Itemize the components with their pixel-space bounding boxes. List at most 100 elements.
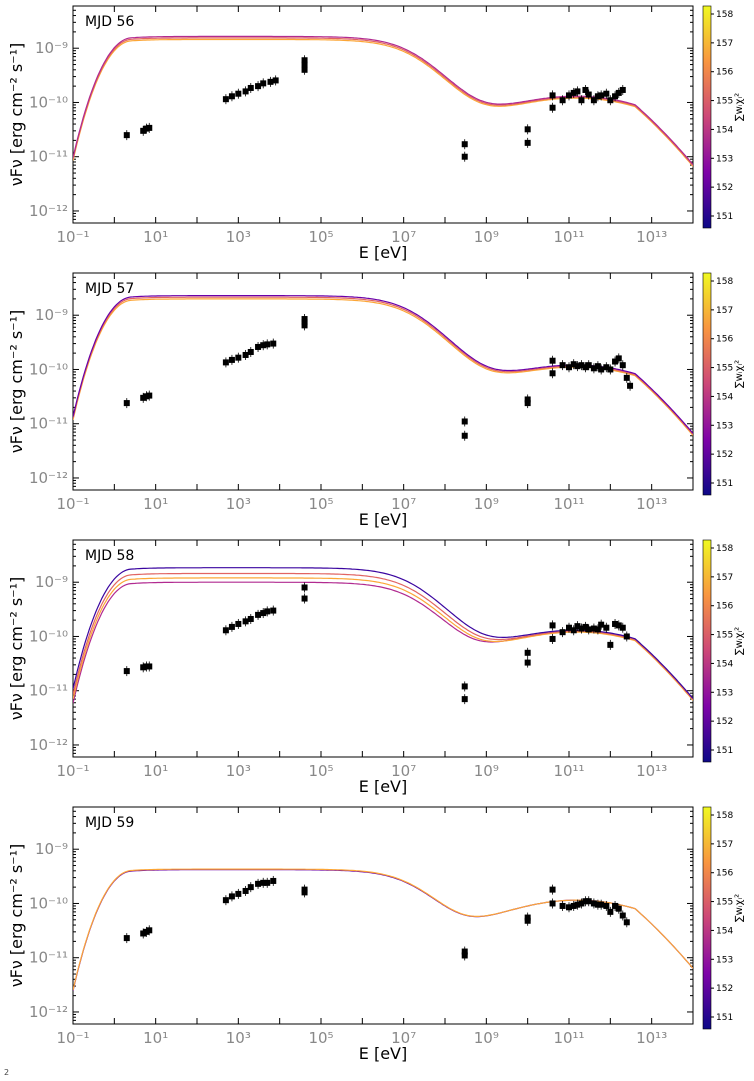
data-point: [247, 884, 254, 891]
data-point: [549, 900, 556, 907]
data-point: [615, 622, 622, 629]
x-tick-label: 10¹¹: [553, 228, 584, 246]
data-point: [549, 357, 556, 364]
colorbar-label: ∑wᵢχᵢ²: [734, 894, 745, 922]
y-axis-label: νFν [erg cm⁻² s⁻¹]: [7, 43, 26, 187]
data-point: [570, 627, 577, 634]
data-point: [260, 879, 267, 886]
model-curve: [73, 868, 693, 991]
data-point: [260, 342, 267, 349]
data-point: [255, 83, 262, 90]
data-point: [247, 348, 254, 355]
data-point: [235, 890, 242, 897]
x-axis-label: E [eV]: [359, 243, 407, 262]
plot-frame: [72, 806, 694, 1025]
x-tick-label: 10⁵: [308, 495, 333, 513]
y-tick-label: 10⁻¹¹: [29, 148, 68, 166]
data-point: [524, 139, 531, 146]
data-point: [123, 935, 130, 942]
data-point: [247, 615, 254, 622]
data-point: [228, 893, 235, 900]
y-tick-label: 10⁻⁹: [35, 39, 68, 57]
data-point: [524, 659, 531, 666]
data-point: [235, 620, 242, 627]
data-point: [612, 902, 619, 909]
data-point: [590, 625, 597, 632]
x-tick-label: 10⁵: [308, 228, 333, 246]
data-point: [559, 97, 566, 104]
x-tick-label: 10⁷: [391, 495, 416, 513]
data-point: [140, 664, 147, 671]
colorbar-tick-label: 152: [716, 183, 733, 193]
x-tick-label: 10¹¹: [553, 762, 584, 780]
panel-title: MJD 58: [85, 548, 134, 564]
data-point: [235, 90, 242, 97]
data-point: [461, 683, 468, 690]
sed-panel: 10⁻¹ 10¹ 10³ 10⁵ 10⁷ 10⁹ 10¹¹ 10¹³ 10⁻¹² 10⁻¹¹ 10⁻…: [0, 534, 754, 796]
colorbar: [702, 806, 712, 1030]
data-point: [270, 877, 277, 884]
data-point: [270, 607, 277, 614]
model-curve: [73, 581, 693, 704]
data-point: [549, 104, 556, 111]
model-curves: [73, 868, 693, 991]
colorbar-tick-label: 155: [716, 364, 733, 374]
colorbar-tick-label: 157: [716, 306, 733, 316]
x-tick-label: 10¹³: [636, 762, 667, 780]
model-curve: [73, 572, 693, 700]
data-point: [619, 362, 626, 369]
colorbar: [702, 539, 712, 763]
data-point: [574, 363, 581, 370]
x-tick-label: 10⁵: [308, 762, 333, 780]
colorbar-tick-label: 153: [716, 688, 733, 698]
y-tick-label: 10⁻¹¹: [29, 682, 68, 700]
data-point: [270, 340, 277, 347]
x-tick-label: 10⁹: [474, 495, 499, 513]
data-point: [570, 902, 577, 909]
y-tick-label: 10⁻⁹: [35, 573, 68, 591]
data-point: [242, 887, 249, 894]
data-point: [140, 394, 147, 401]
sed-panel: 10⁻¹ 10¹ 10³ 10⁵ 10⁷ 10⁹ 10¹¹ 10¹³ 10⁻¹² 10⁻¹¹ 10⁻…: [0, 267, 754, 529]
sed-chart: 10⁻¹ 10¹ 10³ 10⁵ 10⁷ 10⁹ 10¹¹ 10¹³ 10⁻¹² 10⁻¹¹ 10⁻…: [7, 806, 745, 1063]
data-point: [627, 382, 634, 389]
data-point: [242, 618, 249, 625]
data-point: [549, 622, 556, 629]
colorbar-tick-label: 155: [716, 898, 733, 908]
data-point: [594, 93, 601, 100]
data-point: [242, 351, 249, 358]
data-point: [235, 354, 242, 361]
data-point: [461, 153, 468, 160]
data-point: [123, 400, 130, 407]
colorbar-tick-label: 151: [716, 212, 733, 222]
data-point: [578, 362, 585, 369]
data-point: [619, 624, 626, 631]
data-point: [598, 366, 605, 373]
data-point: [570, 89, 577, 96]
x-tick-label: 10³: [226, 1029, 251, 1047]
data-points: [123, 314, 634, 441]
data-point: [615, 905, 622, 912]
x-tick-label: 10⁻¹: [56, 1029, 89, 1047]
data-point: [585, 91, 592, 98]
x-tick-label: 10¹: [143, 762, 168, 780]
colorbar-tick-label: 153: [716, 955, 733, 965]
data-point: [301, 889, 308, 896]
x-axis-label: E [eV]: [359, 510, 407, 529]
data-point: [222, 627, 229, 634]
data-point: [247, 84, 254, 91]
colorbar-tick-label: 151: [716, 1013, 733, 1023]
colorbar-tick-label: 152: [716, 984, 733, 994]
y-tick-label: 10⁻¹¹: [29, 415, 68, 433]
data-point: [222, 359, 229, 366]
data-point: [582, 898, 589, 905]
data-point: [566, 364, 572, 371]
data-point: [559, 362, 566, 369]
data-point: [615, 89, 622, 96]
sed-panel: 10⁻¹ 10¹ 10³ 10⁵ 10⁷ 10⁹ 10¹¹ 10¹³ 10⁻¹² 10⁻¹¹ 10⁻…: [0, 0, 754, 262]
colorbar-tick-label: 151: [716, 746, 733, 756]
y-tick-label: 10⁻¹⁰: [29, 360, 68, 378]
data-point: [603, 902, 610, 909]
data-points: [123, 875, 630, 961]
data-point: [607, 366, 614, 373]
